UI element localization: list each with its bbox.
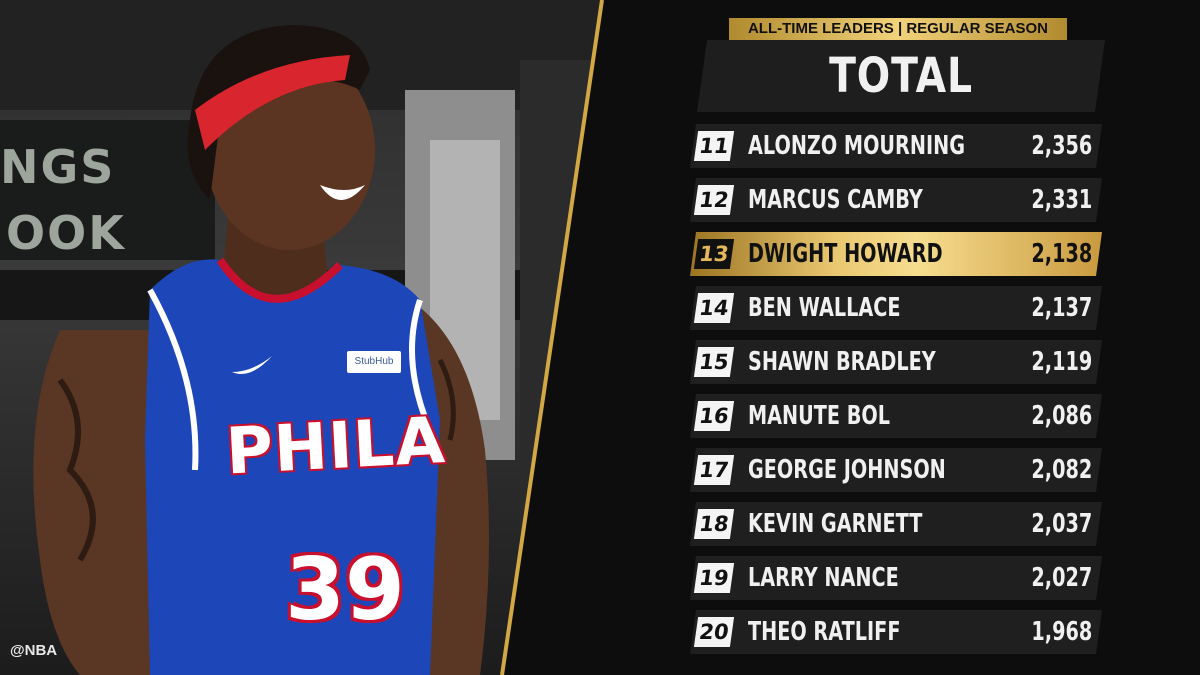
leader-name: GEORGE JOHNSON	[748, 455, 946, 485]
leader-blocks-value: 1,968	[1031, 617, 1092, 647]
leader-rank: 12	[693, 185, 735, 215]
leader-rank: 15	[693, 347, 735, 377]
leader-row-bar	[690, 394, 1102, 438]
leader-rank: 17	[693, 455, 735, 485]
leader-row: 17 GEORGE JOHNSON 2,082	[690, 448, 1102, 492]
leader-row: 11 ALONZO MOURNING 2,356	[690, 124, 1102, 168]
jersey-number: 39	[285, 540, 405, 640]
leader-blocks-value: 2,356	[1031, 131, 1092, 161]
jersey-team-name: PHILA	[224, 404, 448, 490]
nba-watermark: @NBA	[10, 642, 58, 659]
leader-row: 20 THEO RATLIFF 1,968	[690, 610, 1102, 654]
leader-row-bar	[690, 340, 1102, 384]
leader-blocks-value: 2,119	[1031, 347, 1092, 377]
page-title: TOTAL BLOCKS	[811, 48, 990, 176]
leader-rank: 20	[693, 617, 735, 647]
leader-row-bar	[690, 232, 1102, 276]
leader-row: 18 KEVIN GARNETT 2,037	[690, 502, 1102, 546]
leader-row-bar	[690, 502, 1102, 546]
arena-sign-line2: OOK	[6, 206, 126, 260]
leader-row-bar	[690, 286, 1102, 330]
leader-row-bar	[690, 556, 1102, 600]
leader-blocks-value: 2,331	[1031, 185, 1092, 215]
leader-row: 14 BEN WALLACE 2,137	[690, 286, 1102, 330]
subtitle-banner: ALL-TIME LEADERS | REGULAR SEASON	[729, 18, 1067, 40]
leader-name: ALONZO MOURNING	[748, 131, 966, 161]
leader-blocks-value: 2,138	[1031, 239, 1092, 269]
leader-row: 12 MARCUS CAMBY 2,331	[690, 178, 1102, 222]
leader-blocks-value: 2,082	[1031, 455, 1092, 485]
leader-name: BEN WALLACE	[748, 293, 901, 323]
leader-blocks-value: 2,037	[1031, 509, 1092, 539]
leader-row: 16 MANUTE BOL 2,086	[690, 394, 1102, 438]
jersey-sponsor-patch: StubHub	[347, 351, 401, 373]
leader-name: MARCUS CAMBY	[748, 185, 923, 215]
leader-row: 13 DWIGHT HOWARD 2,138	[690, 232, 1102, 276]
leader-rank: 13	[693, 239, 735, 269]
leader-name: THEO RATLIFF	[748, 617, 901, 647]
leader-row-bar	[690, 610, 1102, 654]
leader-row: 15 SHAWN BRADLEY 2,119	[690, 340, 1102, 384]
leader-row-bar	[690, 124, 1102, 168]
leader-row-bar	[690, 448, 1102, 492]
leader-blocks-value: 2,086	[1031, 401, 1092, 431]
leader-name: MANUTE BOL	[748, 401, 891, 431]
leader-rank: 14	[693, 293, 735, 323]
leader-rank: 19	[693, 563, 735, 593]
leader-rank: 11	[693, 131, 735, 161]
leader-rank: 16	[693, 401, 735, 431]
subtitle: ALL-TIME LEADERS | REGULAR SEASON	[747, 20, 1049, 37]
leader-name: DWIGHT HOWARD	[748, 239, 943, 269]
leader-name: SHAWN BRADLEY	[748, 347, 936, 377]
leader-row: 19 LARRY NANCE 2,027	[690, 556, 1102, 600]
leader-name: LARRY NANCE	[748, 563, 899, 593]
leader-blocks-value: 2,137	[1031, 293, 1092, 323]
leader-row-bar	[690, 178, 1102, 222]
player-photo: NGS OOK StubHub PHILA 39 @NBA	[0, 0, 600, 675]
leader-blocks-value: 2,027	[1031, 563, 1092, 593]
arena-sign-line1: NGS	[0, 140, 116, 194]
leader-name: KEVIN GARNETT	[748, 509, 923, 539]
leader-rank: 18	[693, 509, 735, 539]
